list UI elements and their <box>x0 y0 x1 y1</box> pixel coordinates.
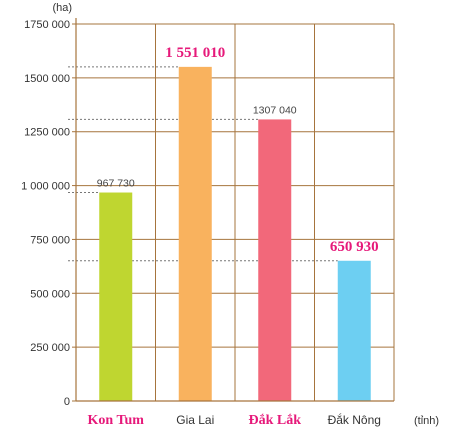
data-label: 1 551 010 <box>165 45 225 61</box>
bar <box>99 192 133 401</box>
x-axis-unit: (tỉnh) <box>414 415 439 427</box>
bar <box>178 66 212 401</box>
y-tick-label: 1500 000 <box>24 73 70 85</box>
data-label: 1307 040 <box>253 104 297 116</box>
category-label: Đắk Lắk <box>248 413 301 428</box>
category-label: Kon Tum <box>88 413 145 428</box>
category-label: Gia Lai <box>176 413 214 427</box>
bar <box>258 119 292 401</box>
y-tick-label: 250 000 <box>30 342 70 354</box>
y-tick-labels: 0 250 000 500 000 750 000 1 000 000 1250 000 1… <box>21 19 70 408</box>
category-label: Đắk Nông <box>328 412 381 427</box>
y-tick-label: 1750 000 <box>24 19 70 31</box>
category-labels: Kon Tum Gia Lai Đắk Lắk Đắk Nông <box>88 412 381 428</box>
y-axis-unit: (ha) <box>52 2 72 14</box>
y-tick-label: 1250 000 <box>24 127 70 139</box>
bar <box>337 260 371 401</box>
data-label: 967 730 <box>97 178 135 190</box>
data-label: 650 930 <box>330 239 379 255</box>
y-tick-label: 750 000 <box>30 234 70 246</box>
y-tick-label: 0 <box>64 396 70 408</box>
axes <box>75 18 394 402</box>
bars <box>99 66 371 401</box>
data-labels: 967 730 1 551 010 1307 040 650 930 <box>97 45 379 255</box>
y-tick-label: 1 000 000 <box>21 181 70 193</box>
y-tick-label: 500 000 <box>30 288 70 300</box>
